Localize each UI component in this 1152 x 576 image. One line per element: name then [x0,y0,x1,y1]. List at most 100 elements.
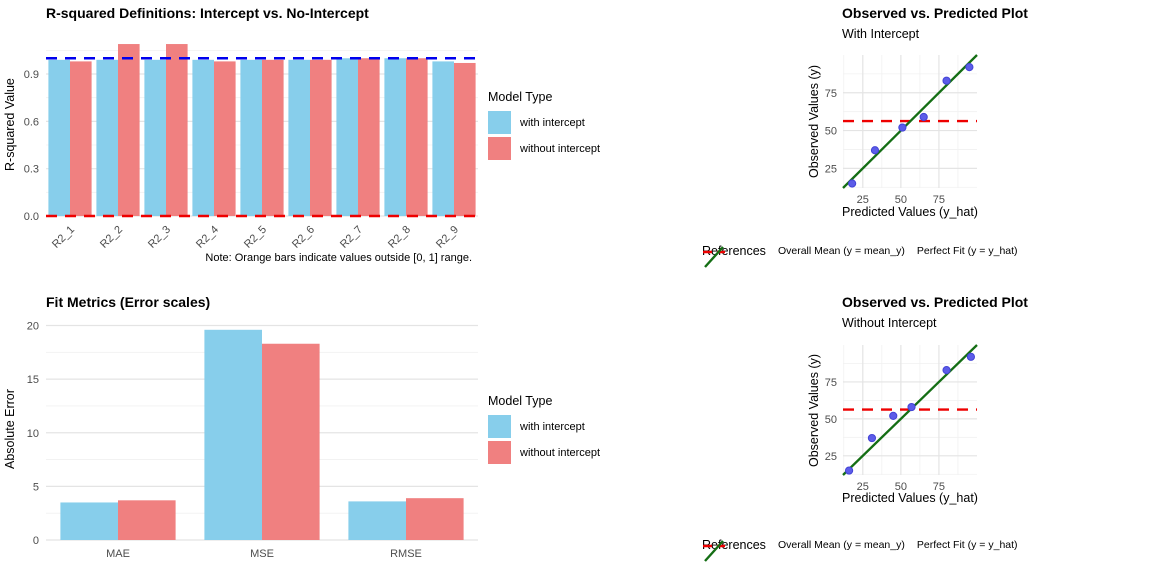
bar-without_intercept-R2_9 [454,62,476,216]
chart-title: Fit Metrics (Error scales) [46,294,211,310]
x-tick-label: MSE [250,548,274,560]
y-tick-label: 75 [825,88,837,100]
legend-references: References Overall Mean (y = mean_y) Per… [702,538,1030,562]
data-point [898,123,907,132]
x-tick-label: R2_2 [98,224,125,251]
data-point [870,146,880,155]
data-point [942,366,951,375]
chart-title: Observed vs. Predicted Plot [842,5,1028,21]
bar-with_intercept-RMSE [348,501,406,540]
legend-title: Model Type [488,90,553,104]
dashed-line-icon [703,250,725,254]
legend-title: References [702,538,766,552]
chart-subtitle: Without Intercept [842,316,937,330]
legend-references: References Overall Mean (y = mean_y) Per… [702,244,1030,268]
legend-swatch-with-intercept [488,111,511,134]
y-tick-label: 0 [33,535,39,547]
y-tick-label: 0.0 [24,211,39,223]
bar-without_intercept-R2_7 [358,58,380,216]
scatter-plot: 25 50 75 25 50 75 [825,344,978,493]
bar-without_intercept-R2_1 [70,61,92,217]
bar-with_intercept-MAE [60,502,118,540]
legend-label-without-intercept: without intercept [520,142,601,155]
chart-observed-vs-predicted-with-intercept: 25 50 75 25 50 75 Observed vs. Predicted Plot… [700,0,1152,288]
fit-metrics-bar-plot: MAE MSE RMSE 0 5 10 15 20 [27,321,478,560]
x-tick-label: 75 [933,481,945,493]
data-point [965,62,974,72]
bar-without_intercept-R2_8 [406,58,428,216]
x-tick-label: 75 [933,194,945,206]
x-tick-label: R2_4 [194,224,221,251]
legend-title: References [702,244,766,258]
y-axis-label: Observed Values (y) [807,65,821,179]
bar-without_intercept-MAE [118,500,176,540]
x-tick-label: 25 [857,481,869,493]
bar-without_intercept-MSE [262,343,320,540]
bar-with_intercept-R2_8 [384,58,406,216]
y-tick-label: 5 [33,481,39,493]
y-tick-label: 20 [27,321,39,333]
legend-swatch-without-intercept [488,441,511,464]
dashed-line-icon [703,544,725,548]
data-point [867,433,877,443]
bar-without_intercept-R2_6 [310,59,332,216]
data-point [907,402,916,412]
chart-title: R-squared Definitions: Intercept vs. No-… [46,5,369,21]
rsquared-bar-plot: R2_1 R2_2 R2_3 R2_4 R2_5 R2_6 R2_7 R2_8 R2_9 0.0 0… [24,44,478,251]
data-point [919,112,928,122]
x-tick-label: R2_6 [290,224,317,251]
bar-without_intercept-R2_3 [166,44,188,216]
x-tick-label: R2_1 [50,224,77,251]
legend-item-with-intercept: with intercept [488,111,600,134]
x-axis-label: Predicted Values (y_hat) [842,205,978,219]
legend-label-without-intercept: without intercept [520,446,601,459]
legend-item-with-intercept: with intercept [488,415,600,438]
bar-without_intercept-R2_2 [118,44,140,216]
bar-with_intercept-R2_3 [144,59,166,216]
data-point [966,352,976,361]
x-tick-label: R2_3 [146,224,173,251]
bar-without_intercept-R2_5 [262,59,284,216]
bar-with_intercept-R2_6 [288,59,310,216]
chart-observed-vs-predicted-without-intercept: 25 50 75 25 50 75 Observed vs. Predicted Plot… [700,290,1152,576]
x-tick-label: R2_8 [386,224,413,251]
y-tick-label: 25 [825,451,837,463]
chart-title: Observed vs. Predicted Plot [842,294,1028,310]
bar-without_intercept-RMSE [406,498,464,540]
green-line-sample [704,540,724,562]
legend-model-type: Model Type with intercept without interc… [488,90,600,163]
y-axis-label: Absolute Error [3,389,17,469]
chart-fit-metrics: MAE MSE RMSE 0 5 10 15 20 Fit Metrics (Error sc… [0,290,672,576]
y-tick-label: 50 [825,414,837,426]
x-tick-label: 50 [895,481,907,493]
bar-without_intercept-R2_4 [214,61,236,217]
scatter-plot: 25 50 75 25 50 75 [825,54,978,206]
y-tick-label: 10 [27,428,39,440]
y-tick-label: 25 [825,163,837,175]
data-point [889,411,898,421]
x-tick-label: R2_7 [338,224,365,251]
data-point [844,466,854,475]
data-point [942,76,951,85]
legend-item-without-intercept: without intercept [488,441,600,464]
chart-rsquared-definitions: R2_1 R2_2 R2_3 R2_4 R2_5 R2_6 R2_7 R2_8 R2_9 0.0 0… [0,0,672,288]
legend-label-perfect-fit: Perfect Fit (y = y_hat) [916,245,1018,257]
y-tick-label: 0.3 [24,164,39,176]
y-axis-label: Observed Values (y) [807,353,821,467]
bar-with_intercept-R2_4 [192,59,214,216]
x-tick-label: MAE [106,548,130,560]
y-tick-label: 75 [825,377,837,389]
y-axis-label: R-squared Value [3,78,17,171]
legend-swatch-with-intercept [488,415,511,438]
legend-title: Model Type [488,394,553,408]
x-tick-label: R2_5 [242,224,269,251]
perfect-fit-line [842,54,978,189]
x-tick-label: RMSE [390,548,422,560]
x-tick-label: 25 [857,194,869,206]
y-tick-label: 15 [27,374,39,386]
y-tick-label: 50 [825,126,837,138]
x-tick-label: R2_9 [434,224,461,251]
bar-with_intercept-R2_2 [96,59,118,216]
diagonal-line-icon [704,540,724,562]
